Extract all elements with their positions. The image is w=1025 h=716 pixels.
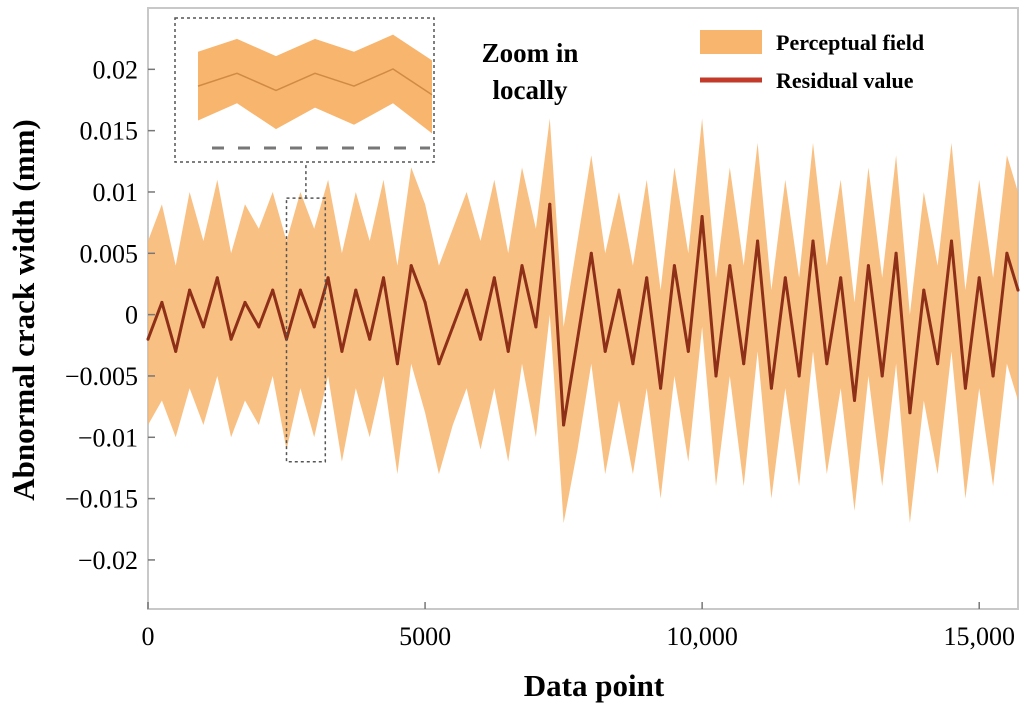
x-axis: 0 5000 10,000 15,000 bbox=[142, 602, 1015, 651]
residual-point bbox=[714, 374, 718, 378]
residual-point bbox=[534, 325, 538, 329]
residual-point bbox=[603, 349, 607, 353]
x-tick-label: 15,000 bbox=[943, 622, 1015, 651]
residual-point bbox=[395, 362, 399, 366]
y-tick-label: 0.02 bbox=[93, 55, 139, 84]
residual-point bbox=[492, 276, 496, 280]
residual-point bbox=[922, 288, 926, 292]
residual-point bbox=[451, 325, 455, 329]
residual-point bbox=[423, 300, 427, 304]
residual-point bbox=[963, 386, 967, 390]
zoom-annotation-line-1: Zoom in bbox=[482, 38, 579, 68]
legend-label-residual-value: Residual value bbox=[776, 68, 914, 93]
zoom-inset-band bbox=[198, 34, 432, 134]
residual-point bbox=[853, 399, 856, 402]
residual-point bbox=[340, 349, 344, 353]
residual-point bbox=[991, 374, 995, 378]
residual-point bbox=[437, 362, 441, 366]
residual-point bbox=[839, 276, 843, 280]
y-tick-label: −0.005 bbox=[65, 362, 138, 391]
residual-point bbox=[576, 337, 579, 341]
legend: Perceptual field Residual value bbox=[700, 30, 924, 93]
residual-point bbox=[326, 276, 330, 280]
residual-point bbox=[589, 251, 593, 255]
residual-point bbox=[880, 374, 884, 378]
residual-point bbox=[977, 276, 981, 280]
residual-point bbox=[506, 349, 510, 353]
residual-point bbox=[1005, 251, 1009, 255]
residual-point bbox=[825, 362, 829, 366]
residual-point bbox=[215, 276, 219, 280]
residual-point bbox=[894, 251, 898, 255]
residual-point bbox=[548, 202, 552, 206]
residual-point bbox=[756, 239, 760, 243]
perceptual-field-band bbox=[148, 118, 1018, 524]
residual-point bbox=[631, 362, 635, 366]
band-layer bbox=[148, 118, 1018, 524]
residual-point bbox=[479, 337, 482, 341]
x-tick-label: 5000 bbox=[399, 622, 451, 651]
residual-point bbox=[659, 386, 663, 390]
residual-point bbox=[368, 337, 372, 341]
residual-point bbox=[672, 264, 676, 268]
residual-point bbox=[188, 288, 192, 292]
residual-point bbox=[797, 374, 801, 378]
legend-label-perceptual-field: Perceptual field bbox=[776, 30, 924, 55]
residual-point bbox=[769, 386, 773, 390]
residual-point bbox=[520, 264, 524, 268]
residual-point bbox=[409, 264, 413, 268]
residual-point bbox=[742, 362, 746, 366]
y-tick-label: 0 bbox=[125, 301, 138, 330]
residual-point bbox=[728, 264, 732, 268]
residual-point bbox=[257, 325, 261, 329]
residual-point bbox=[201, 325, 205, 329]
residual-point bbox=[271, 288, 275, 292]
residual-point bbox=[243, 300, 247, 304]
residual-point bbox=[950, 239, 953, 243]
y-tick-label: −0.015 bbox=[65, 485, 138, 514]
residual-point bbox=[382, 276, 385, 280]
y-axis: 0.02 0.015 0.01 0.005 0 −0.005 −0.01 −0.015 −0.0… bbox=[65, 55, 155, 575]
legend-swatch-perceptual-field bbox=[700, 30, 762, 54]
x-axis-title: Data point bbox=[524, 668, 665, 703]
residual-point bbox=[811, 239, 815, 243]
y-tick-label: 0.01 bbox=[93, 178, 139, 207]
residual-point bbox=[354, 288, 358, 292]
residual-point bbox=[298, 288, 302, 292]
residual-point bbox=[174, 349, 178, 353]
residual-point bbox=[229, 337, 233, 341]
y-axis-title: Abnormal crack width (mm) bbox=[6, 119, 41, 500]
zoom-inset-line bbox=[197, 68, 433, 96]
residual-point bbox=[312, 325, 316, 329]
residual-point bbox=[617, 288, 621, 292]
residual-point bbox=[783, 276, 787, 280]
y-tick-label: −0.01 bbox=[78, 423, 138, 452]
y-tick-label: 0.005 bbox=[80, 239, 139, 268]
y-tick-label: −0.02 bbox=[78, 546, 138, 575]
residual-point bbox=[562, 423, 566, 427]
zoom-region-layer bbox=[174, 17, 435, 463]
residual-point bbox=[160, 300, 164, 304]
residual-point bbox=[908, 411, 912, 415]
residual-point bbox=[700, 215, 704, 218]
zoom-annotation-line-2: locally bbox=[493, 75, 568, 105]
x-tick-label: 10,000 bbox=[666, 622, 738, 651]
residual-point bbox=[686, 349, 690, 353]
line-layer bbox=[146, 202, 1020, 427]
zoom-annotation: Zoom in locally bbox=[482, 38, 579, 105]
residual-point bbox=[465, 288, 469, 292]
residual-point bbox=[1016, 288, 1020, 292]
residual-point bbox=[645, 276, 649, 280]
residual-point bbox=[146, 337, 150, 341]
residual-point bbox=[936, 362, 940, 366]
y-tick-label: 0.015 bbox=[80, 117, 139, 146]
residual-value-line bbox=[146, 202, 1020, 427]
residual-point bbox=[866, 264, 870, 268]
x-tick-label: 0 bbox=[142, 622, 155, 651]
